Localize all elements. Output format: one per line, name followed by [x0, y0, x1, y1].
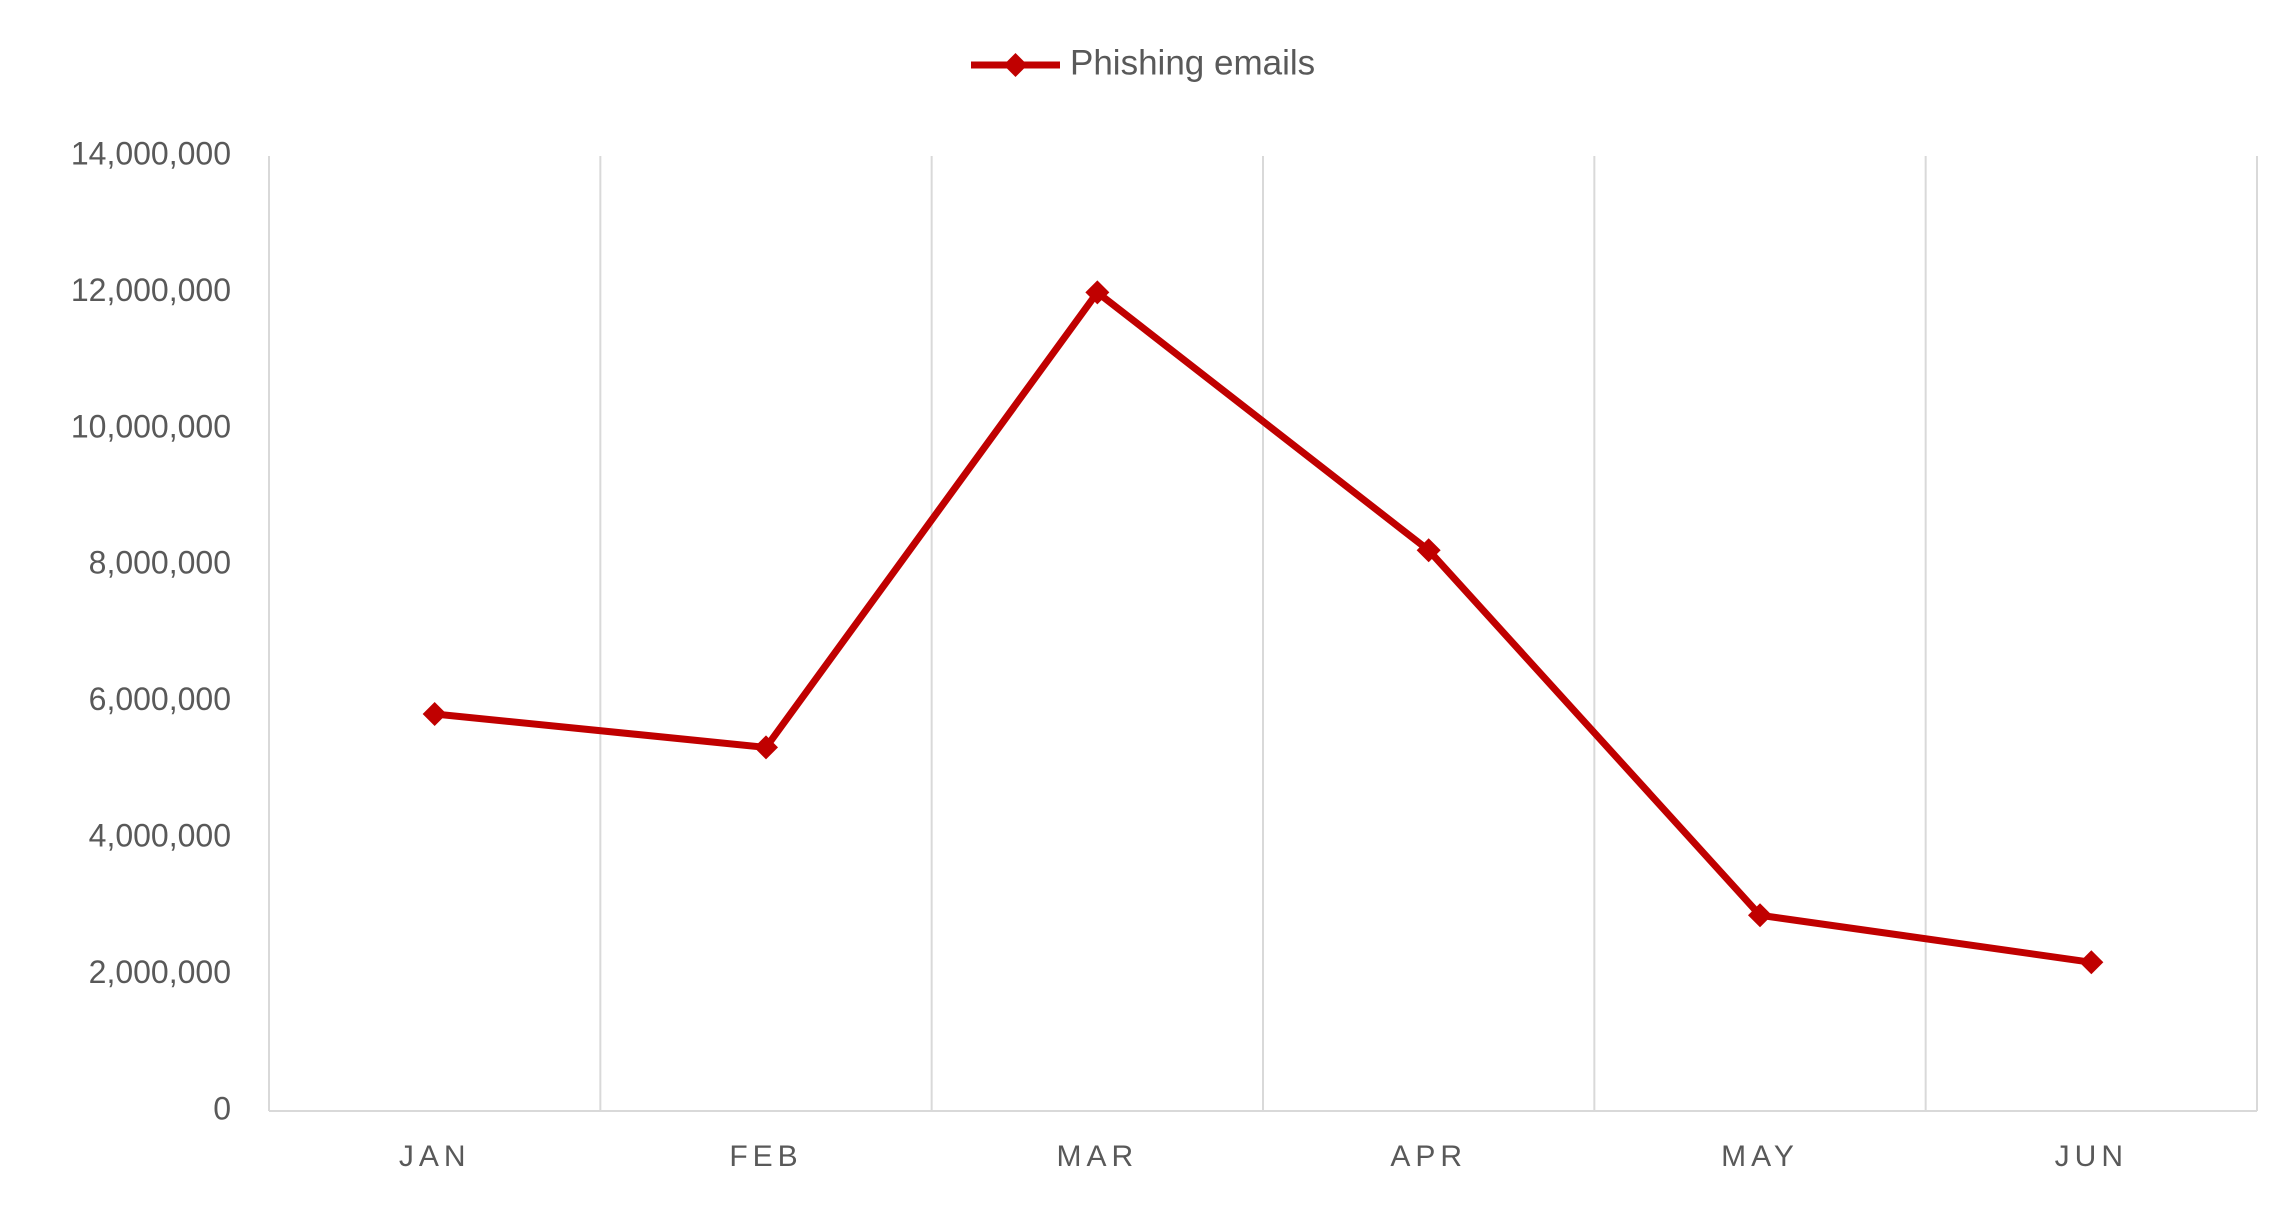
y-tick-label: 0	[213, 1090, 231, 1126]
x-tick-label: MAR	[1056, 1140, 1138, 1173]
y-tick-label: 10,000,000	[71, 408, 231, 444]
x-tick-label: JAN	[399, 1140, 471, 1173]
x-tick-label: FEB	[729, 1140, 802, 1173]
data-point	[2079, 950, 2104, 975]
y-tick-label: 12,000,000	[71, 272, 231, 308]
series-line	[434, 288, 2092, 966]
data-point	[422, 701, 447, 726]
y-tick-label: 4,000,000	[89, 818, 231, 854]
data-point	[1416, 538, 1441, 563]
data-point	[1085, 280, 1110, 305]
data-point	[754, 735, 778, 760]
y-tick-label: 6,000,000	[89, 681, 231, 717]
legend-marker	[1003, 53, 1028, 77]
y-tick-label: 8,000,000	[89, 545, 231, 581]
y-tick-label: 2,000,000	[89, 954, 231, 990]
x-tick-label: MAY	[1721, 1140, 1799, 1173]
x-tick-label: APR	[1390, 1140, 1467, 1173]
x-tick-label: JUN	[2055, 1140, 2128, 1173]
data-point	[1748, 903, 1772, 928]
legend-label: Phishing emails	[1070, 43, 1315, 82]
y-tick-label: 14,000,000	[71, 135, 231, 171]
